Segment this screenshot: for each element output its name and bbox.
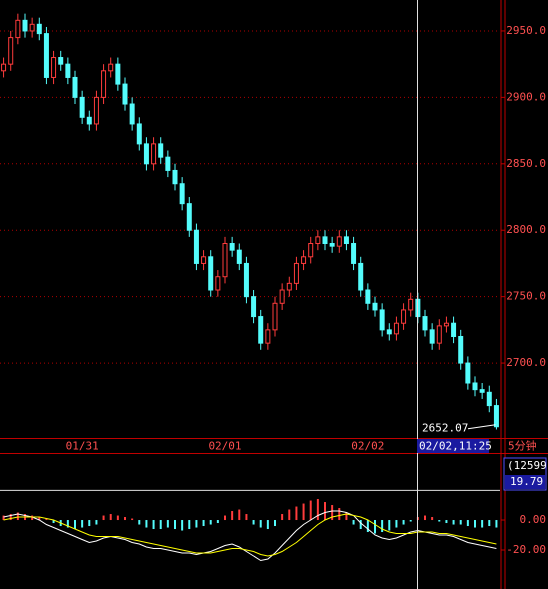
dea-line xyxy=(3,513,497,557)
y-tick-label: 2950.0 xyxy=(506,24,546,37)
candle-body xyxy=(308,243,314,258)
candle-body xyxy=(51,57,57,78)
candle-body xyxy=(365,289,371,304)
y-tick-label: 2800.0 xyxy=(506,223,546,236)
candle-body xyxy=(136,123,142,145)
candle-body xyxy=(258,316,264,344)
candle-body xyxy=(172,169,178,185)
candle-body xyxy=(43,33,49,78)
candle-body xyxy=(222,243,228,278)
candle-body xyxy=(301,256,307,264)
candle-body xyxy=(186,203,192,231)
candle-body xyxy=(229,243,235,251)
last-price-label: 2652.07 xyxy=(422,422,468,435)
candle-body xyxy=(372,302,378,311)
candle-body xyxy=(286,282,292,291)
candle-body xyxy=(436,325,442,344)
candle-body xyxy=(279,289,285,304)
y-tick-label: -20.00 xyxy=(506,543,546,556)
candle-body xyxy=(379,309,385,331)
candle-body xyxy=(122,83,128,105)
candle-body xyxy=(165,156,171,171)
candle-body xyxy=(343,236,349,245)
candle-body xyxy=(422,316,428,331)
cursor-value-bg xyxy=(505,475,545,489)
candle-body xyxy=(158,143,164,158)
candle-body xyxy=(179,183,185,205)
candle-body xyxy=(408,298,414,311)
crosshair-label: 02/02,11:25 xyxy=(419,440,492,453)
candle-body xyxy=(129,103,135,125)
candle-body xyxy=(36,23,42,35)
candle-body xyxy=(358,262,364,291)
candle-body xyxy=(265,329,271,344)
candle-body xyxy=(115,63,121,85)
candle-body xyxy=(293,262,299,284)
dif-line xyxy=(3,510,497,562)
candle-body xyxy=(215,276,221,291)
candle-body xyxy=(479,389,485,393)
candle-body xyxy=(143,143,149,165)
candle-body xyxy=(401,309,407,324)
candle-body xyxy=(29,23,35,32)
candle-body xyxy=(151,143,157,165)
candle-body xyxy=(72,76,78,98)
candle-body xyxy=(15,19,21,39)
cursor-value: 19.79 xyxy=(510,475,543,488)
cursor-label: (12599) xyxy=(507,459,548,472)
y-tick-label: 0.00 xyxy=(520,513,547,526)
candle-body xyxy=(65,63,71,78)
candle-body xyxy=(443,322,449,327)
candle-body xyxy=(86,116,92,125)
candle-body xyxy=(79,96,85,118)
candle-body xyxy=(243,262,249,298)
candle-body xyxy=(351,243,357,264)
candle-body xyxy=(251,296,257,318)
x-tick-label: 01/31 xyxy=(66,440,99,453)
x-tick-label: 02/02 xyxy=(351,440,384,453)
candle-body xyxy=(236,249,242,264)
y-tick-label: 2900.0 xyxy=(506,90,546,103)
candle-body xyxy=(472,382,478,391)
candle-body xyxy=(486,391,492,407)
candle-body xyxy=(458,336,464,364)
x-tick-label: 02/01 xyxy=(208,440,241,453)
candle-body xyxy=(329,243,335,247)
candle-body xyxy=(1,63,7,72)
last-price-pointer xyxy=(467,424,496,430)
period-label: 5分钟 xyxy=(508,439,537,453)
candle-body xyxy=(193,229,199,264)
candle-body xyxy=(93,96,99,125)
candle-body xyxy=(58,57,64,65)
candle-body xyxy=(451,322,457,338)
y-tick-label: 2700.0 xyxy=(506,356,546,369)
candle-body xyxy=(201,256,207,264)
candle-body xyxy=(8,37,14,65)
candle-body xyxy=(393,322,399,335)
candle-body xyxy=(22,19,28,32)
candle-body xyxy=(336,236,342,247)
candle-body xyxy=(429,329,435,344)
candle-body xyxy=(322,236,328,245)
candle-body xyxy=(208,256,214,291)
candle-body xyxy=(493,405,499,428)
candle-body xyxy=(465,362,471,384)
crosshair-label-bg xyxy=(417,439,489,453)
candle-body xyxy=(315,236,321,245)
candle-body xyxy=(101,70,107,98)
y-tick-label: 2750.0 xyxy=(506,290,546,303)
candle-body xyxy=(272,302,278,331)
candle-body xyxy=(108,63,114,72)
y-tick-label: 2850.0 xyxy=(506,157,546,170)
candle-body xyxy=(386,329,392,335)
